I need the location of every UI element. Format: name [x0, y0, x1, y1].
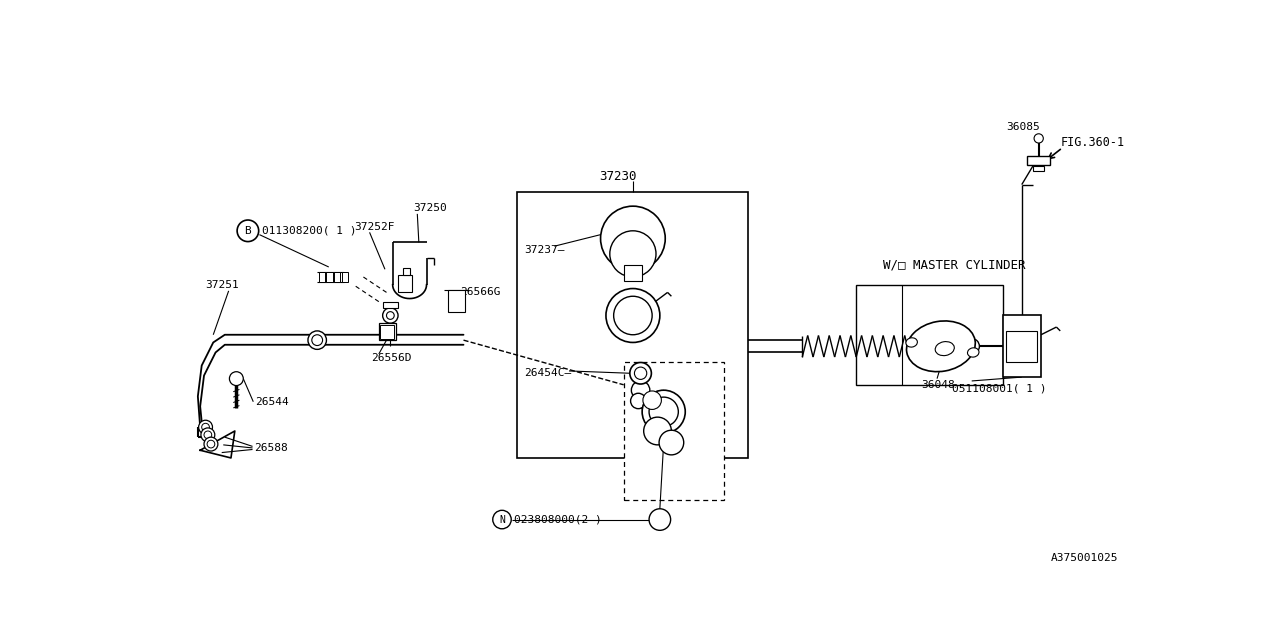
- Text: 36048: 36048: [922, 380, 955, 390]
- Bar: [398, 275, 412, 292]
- Text: 26454C—: 26454C—: [525, 368, 572, 378]
- Circle shape: [659, 430, 684, 455]
- Circle shape: [643, 391, 662, 410]
- Bar: [856, 285, 1002, 385]
- Text: FIG.360-1: FIG.360-1: [1060, 136, 1124, 148]
- Text: 37237—: 37237—: [525, 245, 564, 255]
- Bar: [319, 271, 325, 282]
- Circle shape: [649, 397, 678, 426]
- Circle shape: [631, 381, 650, 399]
- Text: 37251: 37251: [206, 280, 239, 290]
- Ellipse shape: [936, 342, 955, 356]
- Bar: [1002, 316, 1041, 377]
- Circle shape: [308, 331, 326, 349]
- Text: 051108001( 1 ): 051108001( 1 ): [952, 383, 1047, 394]
- Bar: [1027, 156, 1050, 165]
- Circle shape: [493, 510, 511, 529]
- Text: 37250: 37250: [413, 203, 447, 212]
- Bar: [517, 192, 749, 458]
- Text: 26556D: 26556D: [371, 353, 412, 363]
- Bar: [448, 290, 465, 312]
- Bar: [380, 324, 394, 339]
- Bar: [342, 271, 348, 282]
- Circle shape: [1034, 134, 1043, 143]
- Bar: [383, 301, 398, 308]
- Circle shape: [383, 308, 398, 323]
- Bar: [623, 266, 643, 281]
- Circle shape: [964, 339, 979, 354]
- Circle shape: [600, 206, 666, 271]
- Text: W/□ MASTER CYLINDER: W/□ MASTER CYLINDER: [883, 259, 1025, 272]
- Bar: [379, 323, 396, 340]
- Ellipse shape: [906, 321, 975, 372]
- Circle shape: [649, 509, 671, 531]
- Bar: [1033, 166, 1044, 171]
- Bar: [334, 271, 340, 282]
- Text: 37230: 37230: [599, 170, 636, 184]
- Ellipse shape: [936, 327, 954, 365]
- Circle shape: [643, 390, 685, 433]
- Bar: [326, 271, 333, 282]
- Text: 011308200( 1 ): 011308200( 1 ): [262, 226, 356, 236]
- Circle shape: [201, 428, 215, 442]
- Bar: [1006, 331, 1037, 362]
- Text: 36085: 36085: [1006, 122, 1041, 132]
- Ellipse shape: [906, 338, 918, 347]
- Ellipse shape: [916, 327, 934, 365]
- Circle shape: [237, 220, 259, 241]
- Circle shape: [202, 423, 210, 431]
- Bar: [623, 362, 723, 500]
- Circle shape: [204, 437, 218, 451]
- Circle shape: [207, 440, 215, 448]
- Circle shape: [387, 312, 394, 319]
- Circle shape: [644, 417, 672, 445]
- Text: B: B: [244, 226, 251, 236]
- Circle shape: [613, 296, 652, 335]
- Text: 26544: 26544: [256, 397, 289, 407]
- Circle shape: [609, 231, 657, 277]
- Circle shape: [229, 372, 243, 385]
- Text: 26566G: 26566G: [460, 287, 500, 298]
- Circle shape: [198, 420, 212, 434]
- Circle shape: [605, 289, 660, 342]
- Circle shape: [312, 335, 323, 346]
- Circle shape: [635, 367, 646, 380]
- Text: N: N: [499, 515, 504, 525]
- Text: 37252F: 37252F: [355, 222, 394, 232]
- Bar: [403, 268, 410, 275]
- Ellipse shape: [968, 348, 979, 357]
- Text: 023808000(2 ): 023808000(2 ): [513, 515, 602, 525]
- Circle shape: [204, 431, 211, 438]
- Circle shape: [630, 362, 652, 384]
- Text: 26588: 26588: [253, 443, 288, 453]
- Circle shape: [631, 393, 646, 409]
- Text: A375001025: A375001025: [1051, 553, 1117, 563]
